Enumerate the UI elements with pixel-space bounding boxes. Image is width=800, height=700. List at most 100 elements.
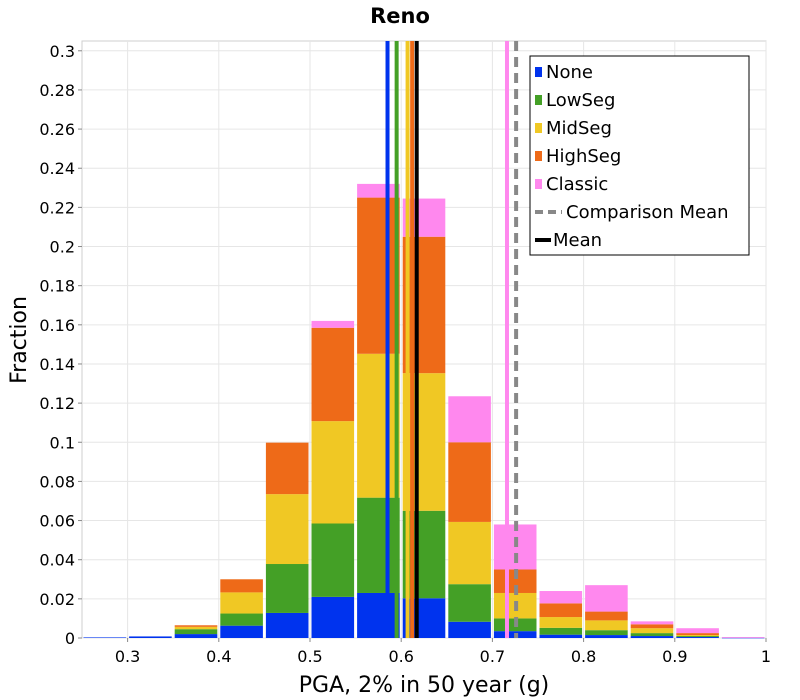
x-tick-label: 0.5 (297, 647, 322, 666)
bar-midseg-bin-6 (357, 353, 400, 498)
bar-highseg-bin-11 (585, 611, 628, 621)
y-tick-label: 0.24 (39, 159, 75, 178)
x-tick-label: 0.9 (662, 647, 687, 666)
legend-swatch-highseg (535, 151, 542, 161)
bar-none-bin-8 (448, 621, 491, 638)
bar-none-bin-3 (220, 625, 263, 638)
bar-classic-bin-13 (676, 628, 719, 634)
legend-label-lowseg: LowSeg (546, 90, 615, 111)
bar-highseg-bin-8 (448, 442, 491, 522)
bar-lowseg-bin-8 (448, 584, 491, 622)
bars-layer (83, 183, 765, 639)
y-tick-label: 0.06 (39, 512, 75, 531)
y-tick-label: 0.22 (39, 198, 75, 217)
bar-lowseg-bin-6 (357, 497, 400, 593)
x-tick-label: 0.8 (571, 647, 596, 666)
bar-lowseg-bin-5 (311, 523, 355, 597)
bar-none-bin-0 (83, 637, 127, 638)
bar-classic-bin-8 (448, 396, 491, 443)
bar-highseg-bin-2 (174, 625, 218, 627)
legend-swatch-midseg (535, 123, 542, 133)
y-tick-label: 0.18 (39, 277, 75, 296)
chart-title: Reno (370, 4, 430, 28)
bar-classic-bin-12 (630, 621, 674, 625)
bar-highseg-bin-5 (311, 327, 355, 422)
y-tick-label: 0.08 (39, 472, 75, 491)
legend-swatch-lowseg (535, 95, 542, 105)
y-tick-label: 0.02 (39, 590, 75, 609)
legend: None LowSeg MidSeg HighSeg Classic Comparison… (529, 55, 750, 256)
legend-label-comparison-mean: Comparison Mean (566, 202, 729, 223)
bar-none-bin-1 (129, 636, 172, 638)
y-tick-label: 0 (65, 629, 75, 648)
legend-label-mean: Mean (553, 230, 602, 251)
legend-box (529, 55, 750, 256)
bar-none-bin-7 (402, 598, 446, 638)
x-tick-label: 0.6 (388, 647, 413, 666)
bar-highseg-bin-12 (630, 624, 674, 629)
bar-midseg-bin-5 (311, 421, 355, 524)
x-tick-label: 0.4 (206, 647, 231, 666)
bar-highseg-bin-3 (220, 579, 263, 593)
bar-highseg-bin-10 (539, 603, 583, 618)
bar-classic-bin-5 (311, 320, 355, 328)
y-tick-label: 0.2 (50, 238, 75, 257)
legend-swatch-none (535, 67, 542, 77)
bar-midseg-bin-8 (448, 521, 491, 585)
bar-highseg-bin-13 (676, 633, 719, 636)
bar-none-bin-4 (265, 612, 309, 638)
bar-none-bin-14 (721, 637, 765, 639)
bar-highseg-bin-4 (265, 442, 309, 495)
x-tick-label: 0.7 (480, 647, 505, 666)
bar-none-bin-10 (539, 634, 583, 638)
y-tick-label: 0.04 (39, 551, 75, 570)
bar-midseg-bin-4 (265, 494, 309, 565)
bar-none-bin-2 (174, 634, 218, 638)
bar-midseg-bin-7 (402, 373, 446, 511)
bar-midseg-bin-2 (174, 626, 218, 630)
bar-midseg-bin-12 (630, 628, 674, 634)
bar-classic-bin-7 (402, 198, 446, 237)
bar-lowseg-bin-10 (539, 627, 583, 635)
bar-none-bin-6 (357, 592, 400, 638)
bar-none-bin-12 (630, 636, 674, 638)
bar-highseg-bin-7 (402, 236, 446, 374)
legend-label-highseg: HighSeg (546, 146, 621, 167)
x-tick-label: 1 (761, 647, 771, 666)
y-tick-label: 0.12 (39, 394, 75, 413)
bar-midseg-bin-11 (585, 620, 628, 631)
bar-lowseg-bin-7 (402, 510, 446, 599)
bar-classic-bin-11 (585, 585, 628, 612)
bar-none-bin-11 (585, 635, 628, 638)
legend-label-midseg: MidSeg (546, 118, 612, 139)
bar-classic-bin-14 (721, 637, 765, 638)
y-tick-label: 0.1 (50, 433, 75, 452)
x-axis-label: PGA, 2% in 50 year (g) (299, 673, 550, 698)
y-tick-label: 0.28 (39, 81, 75, 100)
x-axis-ticks: 0.3 0.4 0.5 0.6 0.7 0.8 0.9 1 (115, 638, 771, 666)
legend-swatch-classic (535, 179, 542, 189)
bar-midseg-bin-10 (539, 617, 583, 628)
bar-classic-bin-6 (357, 183, 400, 198)
bar-classic-bin-10 (539, 591, 583, 604)
bar-none-bin-13 (676, 637, 719, 638)
y-axis-label: Fraction (7, 296, 32, 384)
mean-lines-layer (385, 41, 519, 638)
y-tick-label: 0.3 (50, 42, 75, 61)
bar-highseg-bin-9 (493, 569, 537, 593)
bar-none-bin-5 (311, 596, 355, 638)
bar-midseg-bin-3 (220, 592, 263, 614)
bar-lowseg-bin-11 (585, 630, 628, 636)
bar-lowseg-bin-4 (265, 564, 309, 613)
bar-lowseg-bin-13 (676, 636, 719, 638)
legend-label-classic: Classic (546, 174, 608, 195)
bar-lowseg-bin-12 (630, 633, 674, 637)
y-tick-label: 0.26 (39, 120, 75, 139)
y-tick-label: 0.14 (39, 355, 75, 374)
y-axis-ticks: 0 0.02 0.04 0.06 0.08 0.1 0.12 0.14 0.16 0.18 0.2 0… (39, 42, 82, 648)
legend-label-none: None (546, 62, 593, 83)
bar-highseg-bin-6 (357, 197, 400, 354)
bar-lowseg-bin-2 (174, 629, 218, 635)
bar-midseg-bin-13 (676, 635, 719, 637)
